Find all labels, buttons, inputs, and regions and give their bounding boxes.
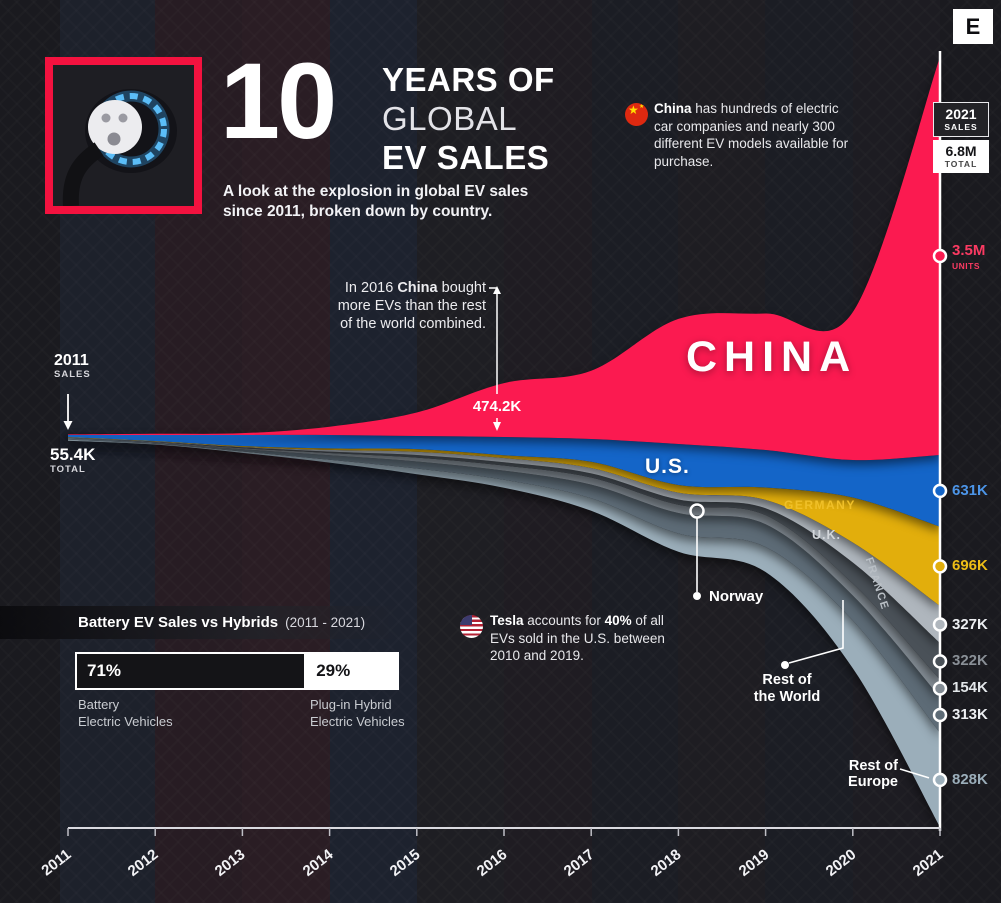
us-flag-icon	[460, 615, 483, 638]
badge-2021-total-label: TOTAL	[944, 159, 978, 169]
chart-label-uk: U.K.	[812, 528, 841, 542]
band-china	[68, 56, 940, 461]
china-2016-line3: of the world combined.	[340, 316, 486, 332]
tesla-note-rest: of all EVs sold in the U.S. between 2010…	[490, 613, 665, 663]
china-2016-line1: In 2016 China bought	[296, 279, 486, 297]
star-glyph: ★	[639, 104, 645, 110]
rest-world-line2: the World	[753, 689, 821, 705]
badge-2021-sales: 2021 SALES 6.8M TOTAL	[933, 102, 989, 173]
axis-label-france: 322K	[952, 652, 988, 670]
battery-right-label: Plug-in Hybrid Electric Vehicles	[310, 696, 405, 730]
title-block: YEARS OF GLOBAL EV SALES	[382, 60, 555, 177]
battery-right-label-1: Plug-in Hybrid	[310, 697, 392, 712]
axis-label-norway: 154K	[952, 679, 988, 697]
chart-label-norway: Norway	[709, 588, 764, 605]
china-2016-note: In 2016 China bought more EVs than the r…	[296, 279, 486, 333]
rest-world-line1: Rest of	[762, 672, 812, 688]
china-2016-line1-bold: China	[397, 280, 438, 296]
title-line-2: GLOBAL	[382, 100, 518, 137]
start-2011-year: 2011	[54, 352, 89, 369]
marker-france	[932, 654, 948, 669]
subtitle-line-2: since 2011, broken down by country.	[223, 203, 493, 220]
chart-label-germany: GERMANY	[784, 498, 856, 512]
chart-label-rest-europe: Rest of Europe	[806, 758, 898, 790]
start-2011-label: 2011 SALES	[54, 352, 91, 380]
battery-right-pct: 29%	[316, 661, 351, 680]
china-note: China has hundreds of electric car compa…	[654, 100, 854, 170]
title-line-1: YEARS OF	[382, 61, 555, 98]
badge-2021-sales-label: SALES	[944, 122, 978, 132]
marker-rest-of-the-world	[932, 707, 948, 723]
brand-letter: E	[965, 13, 981, 39]
rest-world-callout	[781, 600, 844, 669]
badge-2021-top: 2021 SALES	[933, 102, 989, 137]
battery-split-bar: 71% 29%	[75, 652, 399, 690]
chart-label-rest-world: Rest of the World	[742, 672, 832, 706]
battery-bar-right: 29%	[304, 654, 397, 688]
badge-2021-total: 6.8M TOTAL	[933, 140, 989, 173]
china-2016-line1-post: bought	[437, 280, 486, 296]
axis-label-china: 3.5M UNITS	[952, 241, 986, 271]
start-2011-sales-label: SALES	[54, 369, 91, 380]
rest-europe-line2: Europe	[848, 774, 898, 790]
norway-callout	[689, 503, 705, 600]
battery-panel-title: Battery EV Sales vs Hybrids	[78, 614, 279, 631]
china-2016-value: 474.2K	[472, 398, 522, 415]
china-2016-bracket	[489, 286, 501, 431]
marker-norway	[932, 681, 948, 696]
battery-panel-range: (2011 - 2021)	[285, 615, 366, 630]
ev-plug-illustration	[53, 65, 194, 207]
battery-left-pct: 71%	[87, 661, 122, 680]
tesla-note-mid: accounts for	[523, 613, 605, 628]
battery-panel-header: Battery EV Sales vs Hybrids (2011 - 2021…	[0, 606, 402, 639]
tesla-note: Tesla accounts for 40% of all EVs sold i…	[490, 612, 668, 665]
start-2011-total: 55.4K TOTAL	[50, 445, 96, 476]
battery-left-label-2: Electric Vehicles	[78, 714, 173, 729]
marker-germany	[932, 559, 948, 574]
start-2011-total-value: 55.4K	[50, 445, 96, 464]
marker-china	[932, 248, 948, 264]
marker-u-s-	[932, 483, 948, 499]
tesla-note-stat: 40%	[604, 613, 632, 628]
start-2011-arrow	[63, 394, 73, 430]
axis-label-rest-of-the-world: 313K	[952, 706, 988, 724]
ev-plug-photo	[45, 57, 202, 214]
tesla-note-lead: Tesla	[490, 613, 524, 628]
battery-left-label-1: Battery	[78, 697, 120, 712]
battery-bar-left: 71%	[77, 654, 305, 688]
axis-label-u-s-: 631K	[952, 481, 988, 499]
chart-label-us: U.S.	[645, 455, 690, 478]
title-big-number: 10	[220, 40, 337, 161]
battery-right-label-2: Electric Vehicles	[310, 714, 405, 729]
china-note-text: has hundreds of electric car companies a…	[654, 101, 849, 169]
marker-u-k-	[932, 617, 948, 632]
badge-2021-year: 2021	[945, 106, 977, 122]
rest-europe-connector	[899, 768, 930, 779]
star-glyph: ★	[628, 103, 639, 117]
subtitle-line-1: A look at the explosion in global EV sal…	[223, 183, 529, 200]
axis-label-rest-of-europe: 828K	[952, 770, 988, 788]
battery-left-label: Battery Electric Vehicles	[78, 696, 173, 730]
band-u-s-	[68, 434, 940, 527]
chart-label-china: CHINA	[686, 333, 858, 381]
subtitle: A look at the explosion in global EV sal…	[223, 182, 528, 222]
china-2016-line1-pre: In 2016	[344, 280, 398, 296]
china-note-lead: China	[654, 101, 692, 116]
start-2011-total-label: TOTAL	[50, 464, 86, 475]
axis-label-germany: 696K	[952, 557, 988, 575]
badge-2021-total-value: 6.8M	[945, 143, 977, 159]
rest-europe-line1: Rest of	[848, 758, 898, 774]
title-line-3: EV SALES	[382, 139, 550, 176]
china-2016-line2: more EVs than the rest	[337, 298, 486, 314]
china-flag-icon: ★ ★	[625, 103, 648, 126]
marker-rest-of-europe	[932, 772, 948, 788]
us-flag-canton	[460, 615, 472, 625]
axis-label-u-k-: 327K	[952, 615, 988, 633]
brand-logo: E	[953, 9, 993, 44]
